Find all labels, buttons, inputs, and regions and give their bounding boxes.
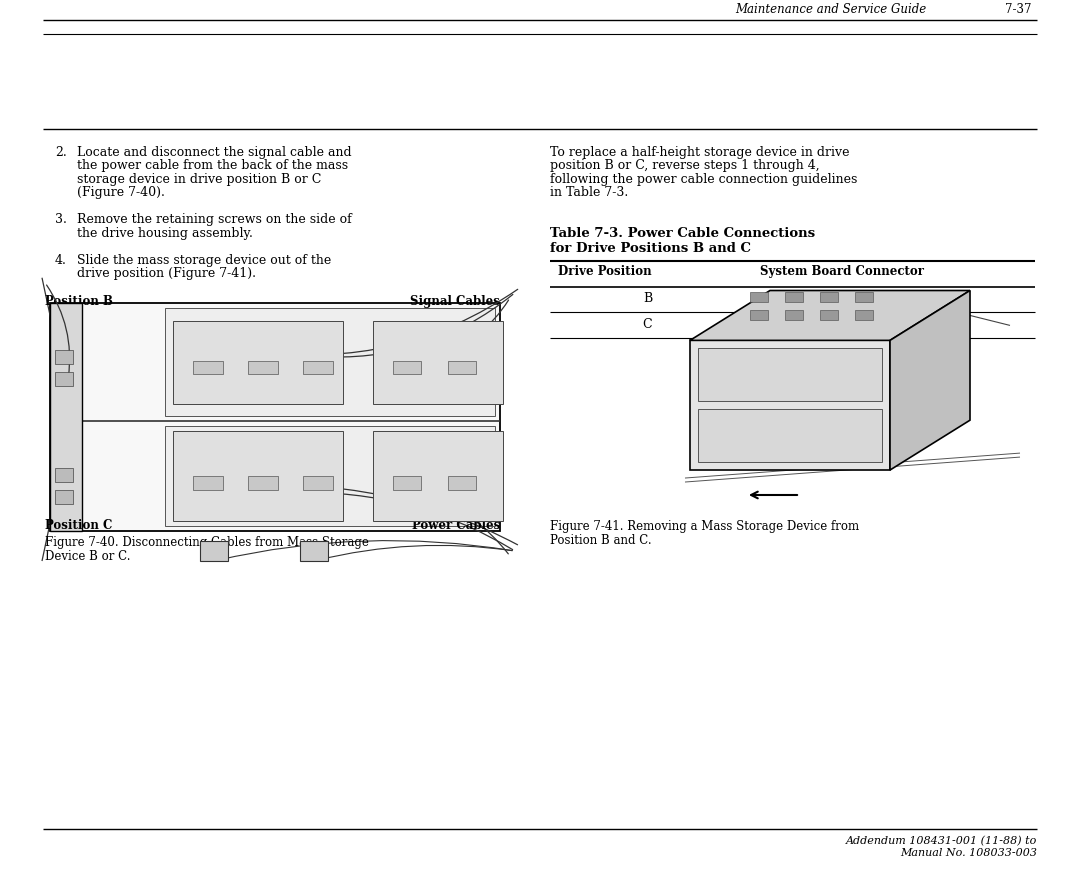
- Bar: [248, 360, 278, 375]
- Bar: [393, 476, 421, 490]
- Bar: [698, 409, 882, 462]
- Polygon shape: [690, 291, 970, 341]
- Bar: [200, 541, 228, 561]
- Bar: [165, 426, 495, 526]
- Bar: [303, 476, 333, 490]
- Bar: [55, 468, 73, 482]
- Bar: [448, 360, 476, 375]
- Text: (Figure 7-40).: (Figure 7-40).: [77, 186, 165, 199]
- Text: Addendum 108431-001 (11-88) to: Addendum 108431-001 (11-88) to: [846, 836, 1037, 847]
- Bar: [165, 308, 495, 417]
- Bar: [173, 321, 343, 403]
- Polygon shape: [890, 291, 970, 470]
- Text: Figure 7-41. Removing a Mass Storage Device from: Figure 7-41. Removing a Mass Storage Dev…: [550, 520, 859, 533]
- Bar: [55, 372, 73, 386]
- Text: J109: J109: [876, 318, 904, 332]
- Bar: [193, 360, 222, 375]
- Bar: [300, 541, 328, 561]
- Text: J111: J111: [876, 292, 905, 306]
- Text: the drive housing assembly.: the drive housing assembly.: [77, 227, 253, 240]
- Text: 7-37: 7-37: [1005, 4, 1031, 16]
- FancyArrowPatch shape: [751, 492, 797, 498]
- Bar: [855, 310, 873, 320]
- Text: Remove the retaining screws on the side of: Remove the retaining screws on the side …: [77, 213, 352, 226]
- Bar: [698, 349, 882, 401]
- Text: 4.: 4.: [55, 254, 67, 266]
- Bar: [303, 360, 333, 375]
- Bar: [690, 341, 890, 470]
- Bar: [55, 490, 73, 503]
- Text: Maintenance and Service Guide: Maintenance and Service Guide: [735, 4, 927, 16]
- Text: drive position (Figure 7-41).: drive position (Figure 7-41).: [77, 267, 256, 280]
- Text: Position B: Position B: [45, 295, 113, 308]
- Text: Manual No. 108033-003: Manual No. 108033-003: [900, 848, 1037, 858]
- Text: Signal Cables: Signal Cables: [410, 295, 500, 308]
- Text: following the power cable connection guidelines: following the power cable connection gui…: [550, 173, 858, 186]
- Text: B: B: [643, 292, 652, 306]
- Text: Power Cables: Power Cables: [411, 519, 500, 532]
- Text: for Drive Positions B and C: for Drive Positions B and C: [550, 241, 751, 255]
- Bar: [820, 310, 838, 320]
- Text: 3.: 3.: [55, 213, 67, 226]
- Bar: [855, 292, 873, 302]
- Bar: [750, 292, 768, 302]
- Bar: [173, 432, 343, 521]
- Bar: [448, 476, 476, 490]
- Text: Table 7-3. Power Cable Connections: Table 7-3. Power Cable Connections: [550, 227, 815, 240]
- Bar: [248, 476, 278, 490]
- Bar: [373, 321, 503, 403]
- Bar: [55, 350, 73, 364]
- Text: Drive Position: Drive Position: [558, 265, 651, 277]
- Text: System Board Connector: System Board Connector: [760, 265, 924, 277]
- Bar: [393, 360, 421, 375]
- Text: Slide the mass storage device out of the: Slide the mass storage device out of the: [77, 254, 332, 266]
- Text: position B or C, reverse steps 1 through 4,: position B or C, reverse steps 1 through…: [550, 159, 820, 173]
- Text: C: C: [643, 318, 652, 332]
- Text: To replace a half-height storage device in drive: To replace a half-height storage device …: [550, 146, 850, 159]
- Bar: [820, 292, 838, 302]
- Bar: [373, 432, 503, 521]
- Text: Position C: Position C: [45, 519, 112, 532]
- Bar: [750, 310, 768, 320]
- Text: storage device in drive position B or C: storage device in drive position B or C: [77, 173, 322, 186]
- Text: in Table 7-3.: in Table 7-3.: [550, 186, 629, 199]
- Bar: [50, 303, 82, 531]
- Text: Figure 7-40. Disconnecting Cables from Mass Storage: Figure 7-40. Disconnecting Cables from M…: [45, 536, 369, 549]
- Bar: [193, 476, 222, 490]
- Text: Device B or C.: Device B or C.: [45, 550, 131, 563]
- Bar: [50, 303, 500, 531]
- Text: Position B and C.: Position B and C.: [550, 534, 651, 547]
- Text: 2.: 2.: [55, 146, 67, 159]
- Bar: [785, 310, 804, 320]
- Text: the power cable from the back of the mass: the power cable from the back of the mas…: [77, 159, 348, 173]
- Bar: [785, 292, 804, 302]
- Text: Locate and disconnect the signal cable and: Locate and disconnect the signal cable a…: [77, 146, 352, 159]
